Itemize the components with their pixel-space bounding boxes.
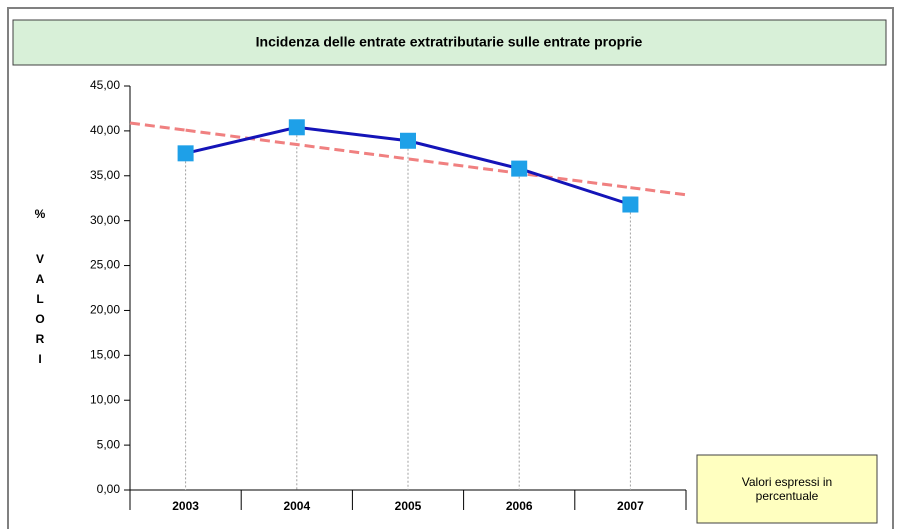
y-tick-label: 40,00 bbox=[90, 123, 120, 137]
chart-title: Incidenza delle entrate extratributarie … bbox=[256, 34, 643, 50]
y-tick-label: 45,00 bbox=[90, 78, 120, 92]
trend-extension bbox=[129, 121, 186, 132]
x-tick-label: 2004 bbox=[283, 499, 310, 513]
note-container: Valori espressi in percentuale bbox=[741, 475, 833, 503]
x-tick-label: 2005 bbox=[395, 499, 422, 513]
x-tick-label: 2006 bbox=[506, 499, 533, 513]
title-box bbox=[12, 19, 887, 66]
x-tick-label: 2007 bbox=[617, 499, 644, 513]
y-tick-label: 0,00 bbox=[97, 482, 121, 496]
note-text: Valori espressi in percentuale bbox=[741, 475, 833, 503]
y-axis-label: VALORI bbox=[33, 252, 47, 372]
marker bbox=[177, 145, 194, 162]
y-tick-label: 10,00 bbox=[90, 392, 120, 406]
y-tick-label: 5,00 bbox=[97, 437, 121, 451]
y-tick-label: 25,00 bbox=[90, 258, 120, 272]
marker bbox=[288, 119, 305, 136]
y-tick-label: 30,00 bbox=[90, 213, 120, 227]
chart-frame bbox=[7, 7, 894, 529]
marker bbox=[400, 132, 416, 149]
x-tick-label: 2003 bbox=[172, 499, 199, 513]
y-tick-label: 35,00 bbox=[90, 168, 120, 182]
marker bbox=[622, 196, 639, 213]
trend-extension bbox=[630, 186, 687, 197]
marker bbox=[511, 160, 528, 177]
y-axis-symbol: % bbox=[35, 207, 46, 221]
y-tick-label: 20,00 bbox=[90, 303, 120, 317]
note-box bbox=[696, 454, 878, 524]
y-tick-label: 15,00 bbox=[90, 348, 120, 362]
